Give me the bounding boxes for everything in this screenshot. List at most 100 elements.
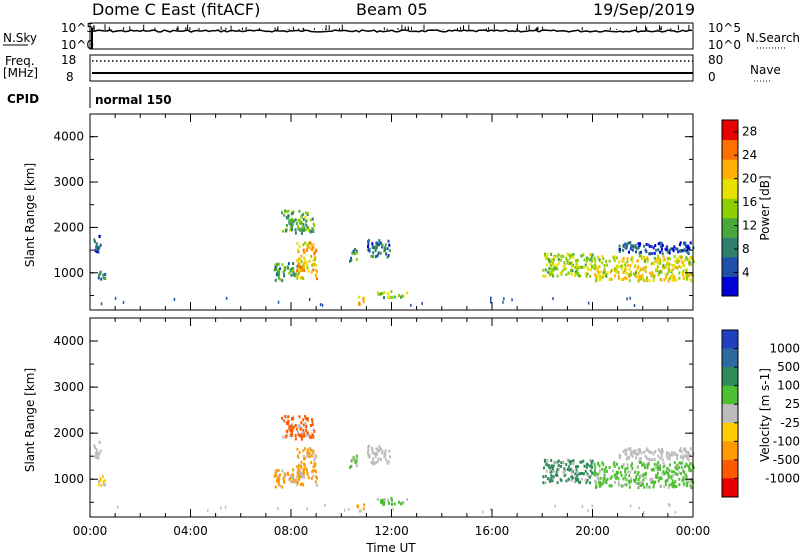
- range-gate-cell: [562, 255, 565, 258]
- range-gate-cell: [102, 276, 105, 280]
- range-gate-cell: [654, 244, 657, 247]
- range-gate-cell: [614, 475, 616, 479]
- range-gate-cell: [659, 241, 662, 245]
- nsearch-tick-top: 10^5: [708, 21, 741, 35]
- colorbar-tick-label: 16: [742, 195, 757, 209]
- range-gate-cell: [359, 509, 361, 513]
- range-gate-cell: [576, 465, 579, 469]
- range-gate-cell: [392, 507, 394, 511]
- range-gate-cell: [490, 300, 492, 304]
- range-gate-cell: [680, 450, 683, 454]
- range-gate-cell: [99, 243, 102, 247]
- range-gate-cell: [554, 267, 557, 271]
- range-gate-cell: [604, 259, 607, 263]
- range-gate-cell: [629, 241, 632, 245]
- range-gate-cell: [689, 462, 692, 466]
- range-gate-cell: [605, 274, 608, 278]
- colorbar-segment: [722, 217, 738, 238]
- range-gate-cell: [648, 279, 651, 283]
- range-gate-cell: [292, 220, 295, 223]
- range-gate-cell: [603, 267, 606, 271]
- range-gate-cell: [387, 498, 390, 502]
- range-gate-cell: [556, 481, 559, 485]
- range-gate-cell: [579, 460, 582, 464]
- range-gate-cell: [614, 269, 616, 273]
- range-gate-cell: [102, 273, 105, 277]
- range-gate-cell: [95, 244, 98, 247]
- range-gate-cell: [376, 498, 379, 501]
- range-gate-cell: [380, 292, 383, 296]
- range-gate-cell: [307, 434, 310, 437]
- range-gate-cell: [278, 477, 281, 481]
- colorbar-segment: [722, 256, 738, 277]
- range-gate-cell: [667, 279, 670, 283]
- range-gate-cell: [548, 465, 551, 469]
- range-gate-cell: [599, 278, 602, 282]
- range-gate-cell: [576, 473, 579, 477]
- range-gate-cell: [312, 474, 315, 478]
- range-gate-cell: [376, 460, 379, 463]
- range-gate-cell: [689, 447, 692, 451]
- range-gate-cell: [104, 483, 107, 487]
- range-gate-cell: [557, 257, 560, 261]
- colorbar-frame: [721, 119, 739, 297]
- range-gate-cell: [387, 296, 390, 300]
- range-gate-cell: [370, 461, 373, 464]
- colorbar-tick-label: 4: [742, 266, 750, 280]
- range-gate-cell: [542, 475, 545, 479]
- range-gate-cell: [615, 264, 618, 268]
- range-gate-cell: [683, 447, 685, 451]
- range-gate-cell: [587, 301, 590, 305]
- range-gate-cell: [373, 452, 376, 456]
- range-gate-cell: [372, 255, 375, 259]
- range-gate-cell: [353, 252, 356, 256]
- range-gate-cell: [511, 298, 513, 302]
- range-gate-cell: [654, 466, 657, 470]
- range-gate-cell: [306, 225, 309, 229]
- range-gate-cell: [636, 259, 639, 263]
- range-gate-cell: [633, 451, 636, 455]
- range-gate-cell: [665, 248, 668, 252]
- range-gate-cell: [296, 259, 299, 263]
- range-gate-cell: [657, 460, 660, 464]
- range-gate-cell: [675, 466, 678, 470]
- range-gate-cell: [628, 267, 631, 271]
- range-gate-cell: [289, 223, 292, 227]
- range-gate-cell: [286, 265, 289, 269]
- range-gate-cell: [625, 452, 628, 456]
- range-gate-cell: [386, 255, 389, 259]
- range-gate-cell: [685, 256, 688, 260]
- range-gate-cell: [570, 261, 573, 265]
- range-gate-cell: [629, 264, 632, 268]
- colorbar-segment: [722, 385, 738, 405]
- range-gate-cell: [368, 238, 371, 242]
- range-gate-cell: [602, 273, 605, 277]
- range-gate-cell: [313, 458, 316, 462]
- range-gate-cell: [637, 275, 640, 279]
- range-gate-cell: [287, 262, 290, 266]
- nsky-series: [91, 29, 693, 33]
- range-gate-cell: [633, 304, 636, 307]
- range-gate-cell: [277, 273, 280, 277]
- range-gate-cell: [657, 463, 660, 467]
- range-gate-cell: [544, 268, 547, 272]
- range-gate-cell: [587, 268, 590, 272]
- range-gate-cell: [618, 244, 621, 248]
- range-gate-cell: [638, 475, 641, 479]
- range-gate-cell: [650, 274, 653, 278]
- range-gate-cell: [372, 251, 375, 255]
- range-gate-cell: [292, 468, 295, 472]
- range-gate-cell: [586, 479, 589, 482]
- range-gate-cell: [377, 457, 380, 461]
- range-gate-cell: [351, 457, 354, 461]
- range-gate-cell: [678, 483, 681, 487]
- range-gate-cell: [624, 467, 627, 471]
- range-gate-cell: [684, 454, 687, 458]
- range-gate-cell: [662, 472, 665, 476]
- range-gate-cell: [544, 459, 546, 463]
- range-gate-cell: [624, 263, 627, 267]
- range-gate-cell: [574, 273, 576, 277]
- range-gate-cell: [551, 260, 554, 264]
- range-gate-cell: [283, 273, 285, 277]
- colorbar-segment: [722, 404, 738, 424]
